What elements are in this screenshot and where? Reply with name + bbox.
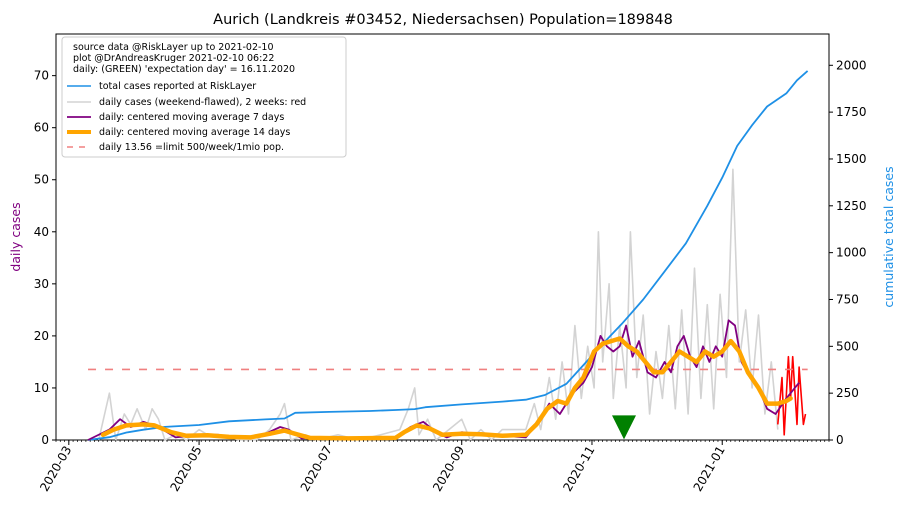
y-right-tick-label: 0 [836, 433, 844, 447]
y-right-tick-label: 250 [836, 386, 859, 400]
x-tick-label: 2020-07 [298, 444, 335, 494]
legend-label-total: total cases reported at RiskLayer [99, 81, 256, 92]
legend: source data @RiskLayer up to 2021-02-10 … [61, 36, 347, 158]
y-axis-left-label: daily cases [8, 202, 23, 271]
y-right-tick-label: 750 [836, 292, 859, 306]
y-right-tick-label: 500 [836, 339, 859, 353]
marker-layer [612, 415, 636, 440]
y-right-tick-label: 1500 [836, 152, 867, 166]
chart-title: Aurich (Landkreis #03452, Niedersachsen)… [213, 12, 673, 28]
axis-right: 0 250 500 750 1000 1250 1500 1750 2000 [829, 58, 867, 447]
y-left-tick-label: 50 [34, 173, 49, 187]
y-right-tick-label: 1250 [836, 199, 867, 213]
legend-label-daily: daily cases (weekend-flawed), 2 weeks: r… [99, 97, 306, 108]
series-ma7 [87, 319, 800, 441]
legend-label-ma14: daily: centered moving average 14 days [99, 127, 290, 138]
series-daily-cases-recent [777, 355, 807, 436]
x-tick-label: 2020-05 [167, 444, 204, 494]
legend-label-limit: daily 13.56 =limit 500/week/1mio pop. [99, 142, 284, 153]
x-tick-label: 2020-09 [430, 444, 467, 494]
legend-header-2: plot @DrAndreasKruger 2021-02-10 06:22 [73, 53, 274, 64]
series-daily-cases [97, 168, 779, 441]
legend-header-1: source data @RiskLayer up to 2021-02-10 [73, 42, 274, 53]
y-right-tick-label: 1750 [836, 105, 867, 119]
plot-frame [55, 33, 830, 441]
series-layer [87, 70, 809, 441]
expectation-day-marker [612, 415, 636, 440]
series-ma14 [100, 336, 793, 441]
y-left-tick-label: 40 [34, 225, 49, 239]
plot-area [55, 33, 830, 441]
y-left-tick-label: 10 [34, 381, 49, 395]
y-right-tick-label: 1000 [836, 246, 867, 260]
y-right-tick-label: 2000 [836, 58, 867, 72]
series-total-cases [87, 70, 809, 441]
x-tick-label: 2021-01 [691, 444, 728, 494]
y-left-tick-label: 60 [34, 121, 49, 135]
axis-bottom: 2020-03 2020-05 2020-07 2020-09 2020-11 2021-… [37, 440, 830, 494]
x-tick-label: 2020-11 [560, 444, 597, 494]
legend-box [61, 36, 347, 158]
legend-label-ma7: daily: centered moving average 7 days [99, 112, 284, 123]
legend-header-3: daily: (GREEN) 'expectation day' = 16.11… [73, 64, 295, 75]
y-left-tick-label: 20 [34, 329, 49, 343]
y-axis-right-label: cumulative total cases [881, 166, 896, 307]
x-tick-label: 2020-03 [37, 444, 74, 494]
y-left-tick-label: 30 [34, 277, 49, 291]
axis-left: 0 10 20 30 40 50 60 70 [34, 69, 56, 447]
y-left-tick-label: 0 [41, 433, 49, 447]
y-left-tick-label: 70 [34, 69, 49, 83]
